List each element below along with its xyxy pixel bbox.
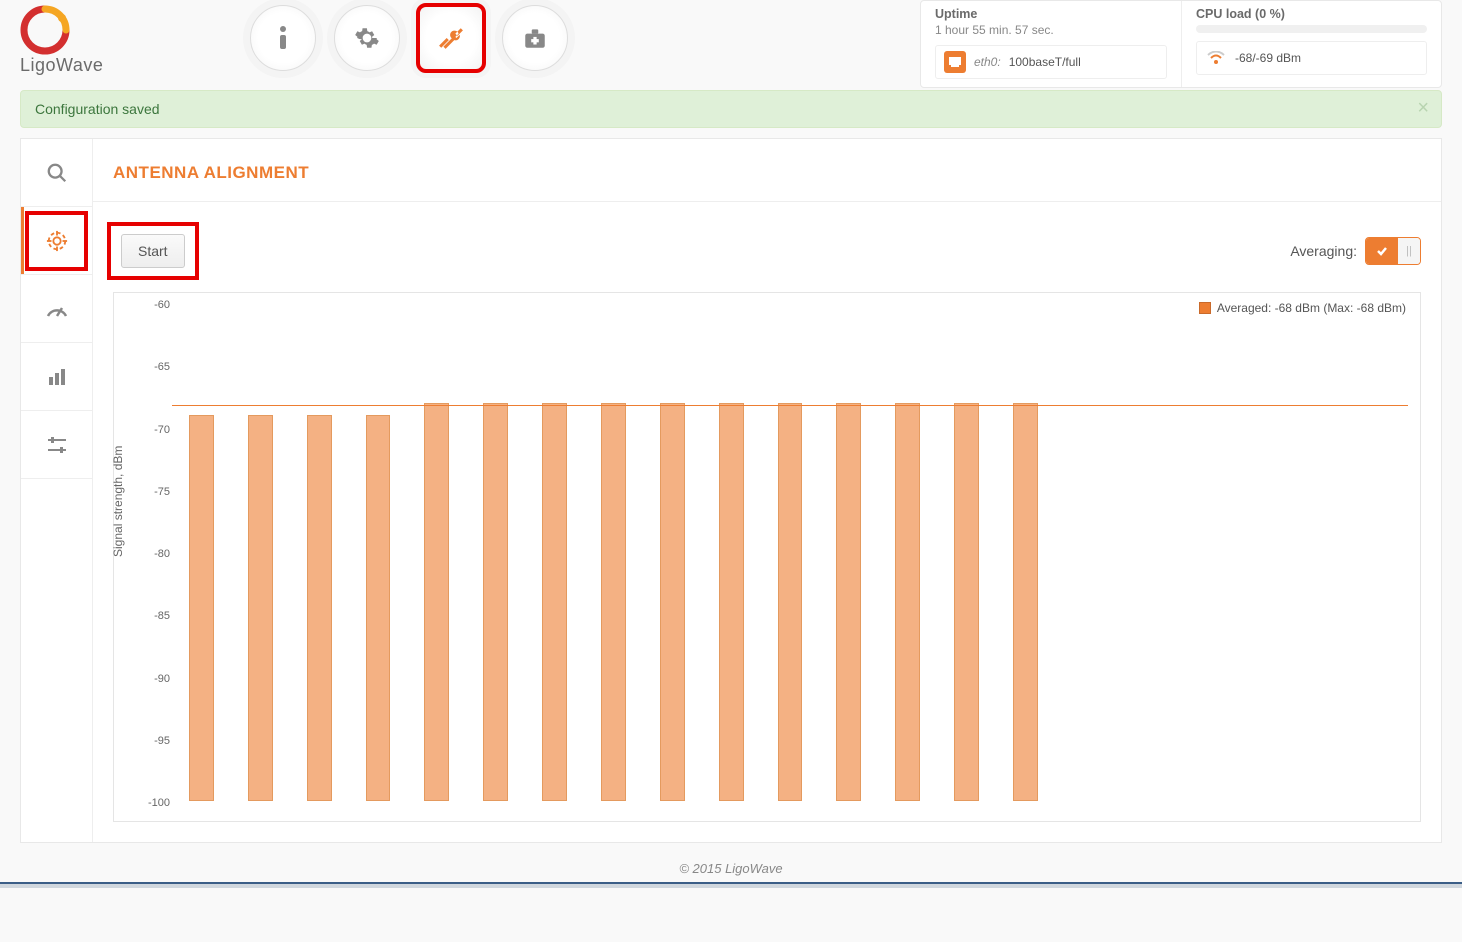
side-item-stats[interactable] [21, 343, 92, 411]
wifi-icon [1205, 47, 1227, 69]
start-button[interactable]: Start [121, 234, 185, 268]
brand-logo: LigoWave [20, 0, 250, 76]
uptime-label: Uptime [935, 7, 1167, 21]
nav-settings-button[interactable] [334, 5, 400, 71]
signal-bar [719, 403, 744, 801]
nav-support-button[interactable] [502, 5, 568, 71]
footer-text: © 2015 LigoWave [0, 853, 1462, 882]
y-tick: -100 [140, 797, 170, 809]
side-nav [21, 139, 93, 842]
signal-bar [954, 403, 979, 801]
signal-bar [248, 415, 273, 801]
eth-chip: eth0: 100baseT/full [935, 45, 1167, 79]
y-tick: -80 [140, 548, 170, 560]
y-tick: -75 [140, 486, 170, 498]
config-saved-alert: Configuration saved × [20, 90, 1442, 128]
y-tick: -60 [140, 299, 170, 311]
alert-text: Configuration saved [35, 101, 160, 117]
averaging-label: Averaging: [1290, 243, 1357, 259]
chart-plot-area [172, 305, 1408, 801]
y-tick: -65 [140, 361, 170, 373]
y-tick: -85 [140, 610, 170, 622]
check-icon [1366, 238, 1398, 264]
side-item-search[interactable] [21, 139, 92, 207]
brand-text: LigoWave [20, 55, 250, 76]
ethernet-icon [944, 51, 966, 73]
nav-tools-button[interactable] [418, 5, 484, 71]
nav-info-button[interactable] [250, 5, 316, 71]
alert-close-button[interactable]: × [1417, 97, 1429, 120]
averaging-toggle[interactable]: || [1365, 237, 1421, 265]
signal-bar [895, 403, 920, 801]
signal-bar [366, 415, 391, 801]
signal-bar [660, 403, 685, 801]
bottom-strip [0, 882, 1462, 888]
signal-bar [307, 415, 332, 801]
page-title: ANTENNA ALIGNMENT [93, 139, 1441, 202]
wifi-value: -68/-69 dBm [1235, 51, 1301, 65]
status-panel: Uptime 1 hour 55 min. 57 sec. eth0: 100b… [920, 0, 1442, 88]
signal-bar [836, 403, 861, 801]
uptime-value: 1 hour 55 min. 57 sec. [935, 23, 1167, 37]
y-axis-label: Signal strength, dBm [111, 446, 125, 557]
side-item-sliders[interactable] [21, 411, 92, 479]
y-tick: -90 [140, 673, 170, 685]
eth-name: eth0: [974, 55, 1001, 69]
cpu-bar [1196, 25, 1427, 33]
wifi-chip: -68/-69 dBm [1196, 41, 1427, 75]
y-tick: -70 [140, 424, 170, 436]
signal-chart: Averaged: -68 dBm (Max: -68 dBm) Signal … [113, 292, 1421, 822]
y-tick: -95 [140, 735, 170, 747]
signal-bar [424, 403, 449, 801]
side-item-alignment[interactable] [21, 207, 92, 275]
side-item-speed[interactable] [21, 275, 92, 343]
top-nav [250, 0, 568, 71]
signal-bar [778, 403, 803, 801]
avg-line [172, 405, 1408, 406]
signal-bar [1013, 403, 1038, 801]
signal-bar [483, 403, 508, 801]
start-highlight-box: Start [107, 222, 199, 280]
cpu-label: CPU load (0 %) [1196, 7, 1427, 21]
eth-value: 100baseT/full [1009, 55, 1081, 69]
signal-bar [189, 415, 214, 801]
signal-bar [601, 403, 626, 801]
toggle-handle: || [1398, 238, 1420, 264]
signal-bar [542, 403, 567, 801]
